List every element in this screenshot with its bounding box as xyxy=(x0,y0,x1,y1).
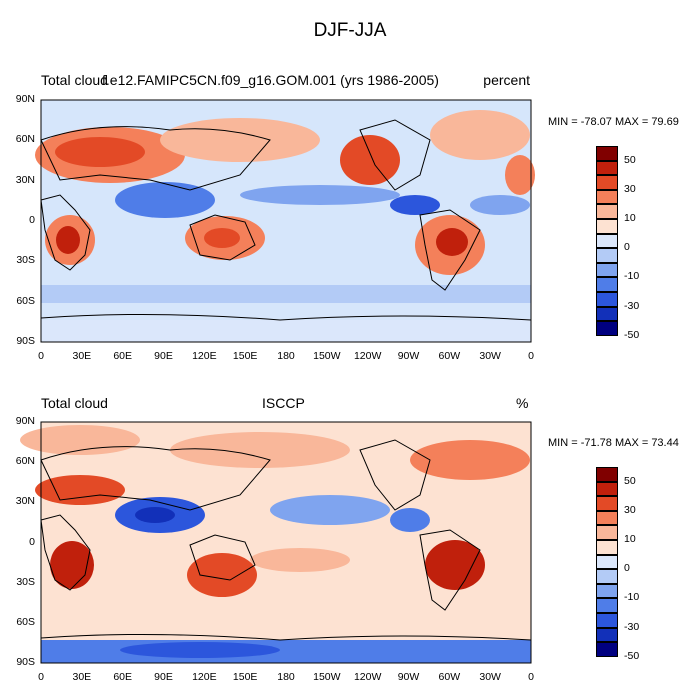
colorbar-swatch xyxy=(596,160,618,176)
lon-tick-label: 150W xyxy=(313,671,341,683)
lon-tick-label: 120E xyxy=(192,671,217,683)
lon-tick-label: 0 xyxy=(528,671,534,683)
lon-tick-label: 30E xyxy=(72,671,92,683)
lon-tick-label: 150E xyxy=(232,350,258,362)
map-field xyxy=(35,100,535,342)
map-plot xyxy=(35,99,535,343)
colorbar-tick-label: -30 xyxy=(624,620,640,633)
panel-left-label: Total cloud xyxy=(41,395,108,411)
colorbar-tick-label: -50 xyxy=(624,649,640,662)
lon-tick-label: 30E xyxy=(72,350,92,362)
colorbar-tick-label: -10 xyxy=(624,591,640,604)
lon-tick-label: 90W xyxy=(397,350,420,362)
colorbar-swatch xyxy=(596,569,618,584)
lat-tick-label: 30S xyxy=(16,575,35,588)
lat-tick-label: 60S xyxy=(16,615,35,628)
colorbar-swatch xyxy=(596,189,618,205)
lat-tick-label: 0 xyxy=(29,535,35,548)
coastlines xyxy=(40,439,532,641)
lat-tick-label: 30N xyxy=(15,173,35,186)
colorbar-swatch xyxy=(596,627,618,643)
lon-tick-label: 30W xyxy=(479,671,501,683)
colorbar-tick-label: 10 xyxy=(624,533,636,545)
panel-right-label: % xyxy=(516,395,529,411)
lon-tick-label: 0 xyxy=(528,350,534,362)
lon-tick-label: 30W xyxy=(479,350,501,362)
lat-tick-label: 60N xyxy=(15,133,35,146)
colorbar-swatch xyxy=(596,496,618,511)
panel-center-label: ISCCP xyxy=(262,395,305,411)
lon-tick-label: 180 xyxy=(277,671,295,683)
map-frame xyxy=(40,99,532,343)
map-field xyxy=(20,422,531,663)
colorbar-tick-label: 0 xyxy=(624,562,630,575)
colorbar-swatch xyxy=(596,554,618,570)
colorbar-swatch xyxy=(596,598,618,613)
lon-tick-label: 90E xyxy=(154,671,173,683)
colorbar-swatch xyxy=(596,525,618,540)
colorbar-tick-label: -10 xyxy=(624,270,640,283)
lat-tick-label: 60N xyxy=(15,455,35,468)
lat-tick-label: 30N xyxy=(15,495,35,508)
colorbar-tick-label: 0 xyxy=(624,241,630,254)
colorbar-swatch xyxy=(596,292,618,307)
colorbar-swatch xyxy=(596,233,618,249)
colorbar-tick-label: -50 xyxy=(624,328,640,341)
colorbar-tick-label: 50 xyxy=(624,153,636,166)
lat-tick-label: 0 xyxy=(29,214,35,226)
colorbar-swatch xyxy=(596,613,618,628)
coastlines xyxy=(40,119,532,321)
figure-title: DJF-JJA xyxy=(313,20,387,41)
lon-tick-label: 180 xyxy=(277,350,295,362)
colorbar-tick-label: 30 xyxy=(624,503,636,516)
colorbar-swatch xyxy=(596,642,618,657)
lon-tick-label: 150E xyxy=(232,671,258,683)
colorbar-swatch xyxy=(596,277,618,292)
colorbar-tick-label: 50 xyxy=(624,474,636,487)
minmax-label: MIN = -78.07 MAX = 79.69 xyxy=(548,116,679,128)
colorbar-tick-label: -30 xyxy=(624,299,640,312)
colorbar-swatch xyxy=(596,306,618,322)
panel-left-label: Total cloud xyxy=(41,72,108,88)
lon-tick-label: 60E xyxy=(113,350,132,362)
colorbar-swatch xyxy=(596,583,618,599)
colorbar-swatch xyxy=(596,248,618,263)
lat-tick-label: 90N xyxy=(15,93,35,105)
map-frame xyxy=(40,421,532,664)
lon-tick-label: 90W xyxy=(397,671,420,683)
lon-tick-label: 60E xyxy=(113,671,132,683)
panel-right-label: percent xyxy=(483,72,530,88)
lon-tick-label: 0 xyxy=(38,350,44,362)
colorbar-swatch xyxy=(596,262,618,278)
lat-tick-label: 30S xyxy=(16,254,35,267)
colorbar-swatch xyxy=(596,321,618,336)
lat-tick-label: 90S xyxy=(16,335,35,347)
lon-tick-label: 60W xyxy=(438,350,461,362)
colorbar-swatch xyxy=(596,510,618,526)
lon-tick-label: 120E xyxy=(192,350,217,362)
colorbar-swatch xyxy=(596,175,618,190)
colorbar-swatch xyxy=(596,219,618,234)
colorbar-swatch xyxy=(596,467,618,482)
colorbar-tick-label: 30 xyxy=(624,182,636,195)
lat-tick-label: 90N xyxy=(15,415,35,427)
lat-tick-label: 60S xyxy=(16,294,35,307)
lon-tick-label: 90E xyxy=(154,350,173,362)
lon-tick-label: 60W xyxy=(438,671,461,683)
colorbar-swatch xyxy=(596,146,618,161)
lon-tick-label: 120W xyxy=(353,350,382,362)
lon-tick-label: 120W xyxy=(353,671,382,683)
lon-tick-label: 0 xyxy=(38,671,44,683)
colorbar-swatch xyxy=(596,540,618,555)
lat-tick-label: 90S xyxy=(16,656,35,668)
colorbar-swatch xyxy=(596,204,618,219)
panel-center-label: f.e12.FAMIPC5CN.f09_g16.GOM.001 (yrs 198… xyxy=(102,72,439,88)
minmax-label: MIN = -71.78 MAX = 73.44 xyxy=(548,437,679,449)
lon-tick-label: 150W xyxy=(313,350,341,362)
colorbar-swatch xyxy=(596,481,618,497)
colorbar-tick-label: 10 xyxy=(624,212,636,224)
